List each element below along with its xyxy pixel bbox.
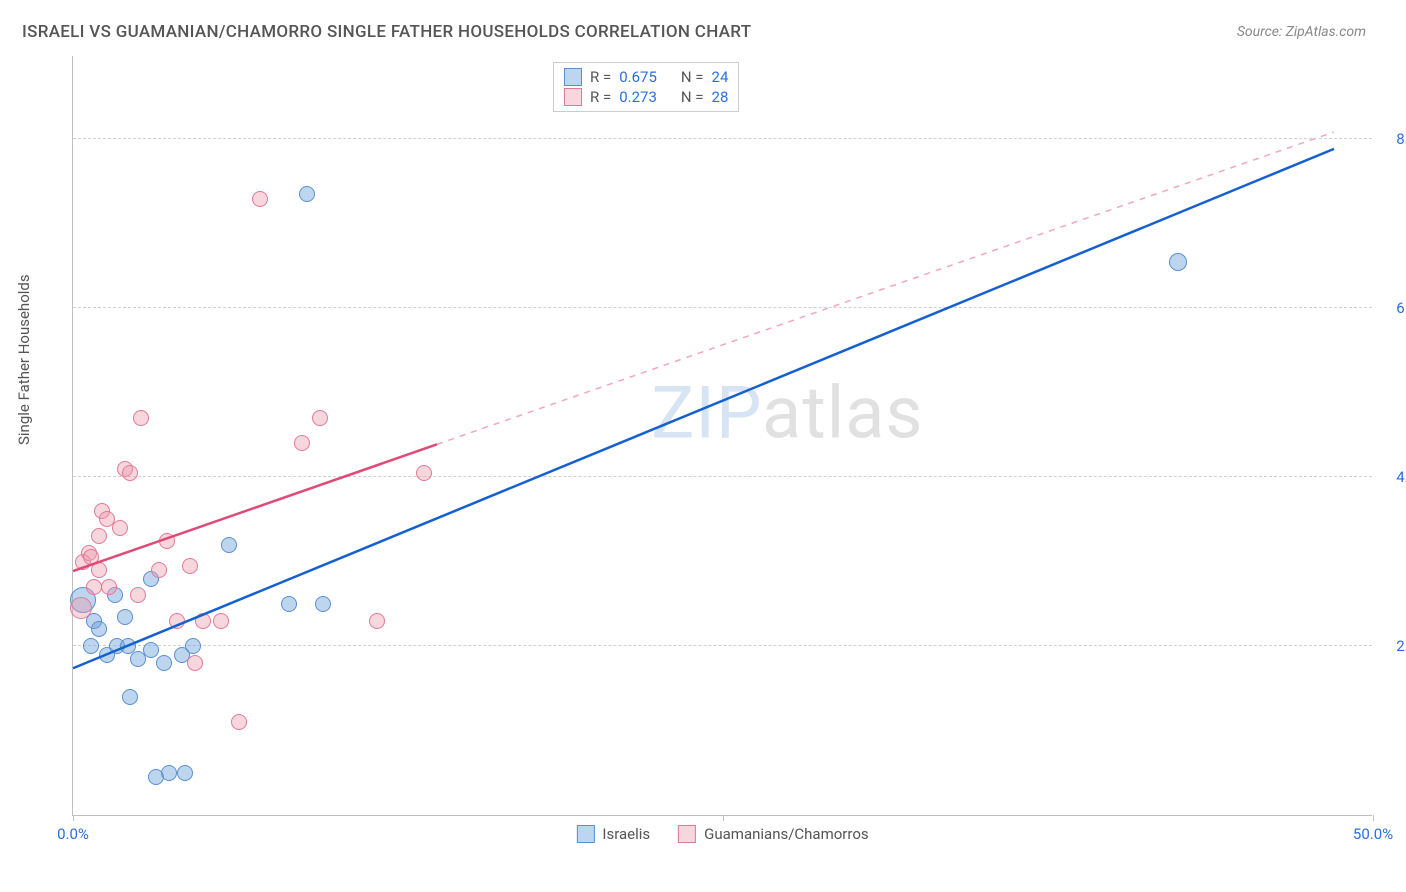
x-tick xyxy=(73,815,74,821)
y-tick-label: 8.0% xyxy=(1396,130,1406,148)
legend-swatch-israelis xyxy=(576,825,594,843)
legend-swatch-guamanians xyxy=(564,88,582,106)
legend-label: Guamanians/Chamorros xyxy=(704,825,868,843)
legend-label: Israelis xyxy=(602,825,650,843)
legend-stats: R = 0.675 N = 24 R = 0.273 N = 28 xyxy=(553,62,739,112)
legend-r-label: R = xyxy=(590,68,611,86)
x-tick xyxy=(1373,815,1374,821)
trend-lines xyxy=(73,56,1372,815)
legend-swatch-israelis xyxy=(564,68,582,86)
legend-stats-row: R = 0.273 N = 28 xyxy=(564,87,728,107)
plot-area: ZIPatlas R = 0.675 N = 24 R = 0.273 N = … xyxy=(72,56,1372,816)
legend-item-guamanians: Guamanians/Chamorros xyxy=(678,825,868,843)
source-label: Source: ZipAtlas.com xyxy=(1237,24,1366,40)
y-tick-label: 6.0% xyxy=(1396,299,1406,317)
legend-r-value: 0.273 xyxy=(619,88,657,106)
x-tick-label: 50.0% xyxy=(1353,825,1393,843)
trend-line xyxy=(73,444,437,571)
x-tick-label: 0.0% xyxy=(57,825,89,843)
legend-swatch-guamanians xyxy=(678,825,696,843)
legend-n-value: 24 xyxy=(712,68,729,86)
y-tick-label: 4.0% xyxy=(1396,468,1406,486)
legend-r-value: 0.675 xyxy=(619,68,657,86)
legend-series: Israelis Guamanians/Chamorros xyxy=(576,825,868,843)
x-tick xyxy=(723,815,724,821)
y-tick-label: 2.0% xyxy=(1396,637,1406,655)
y-axis-label: Single Father Households xyxy=(15,274,33,445)
trend-line-extrapolated xyxy=(437,132,1334,444)
trend-line xyxy=(73,149,1334,668)
chart-title: ISRAELI VS GUAMANIAN/CHAMORRO SINGLE FAT… xyxy=(22,22,751,42)
legend-stats-row: R = 0.675 N = 24 xyxy=(564,67,728,87)
legend-n-label: N = xyxy=(681,88,704,106)
chart-container: Single Father Households ZIPatlas R = 0.… xyxy=(22,56,1384,876)
legend-item-israelis: Israelis xyxy=(576,825,650,843)
legend-n-label: N = xyxy=(681,68,704,86)
legend-r-label: R = xyxy=(590,88,611,106)
legend-n-value: 28 xyxy=(712,88,729,106)
